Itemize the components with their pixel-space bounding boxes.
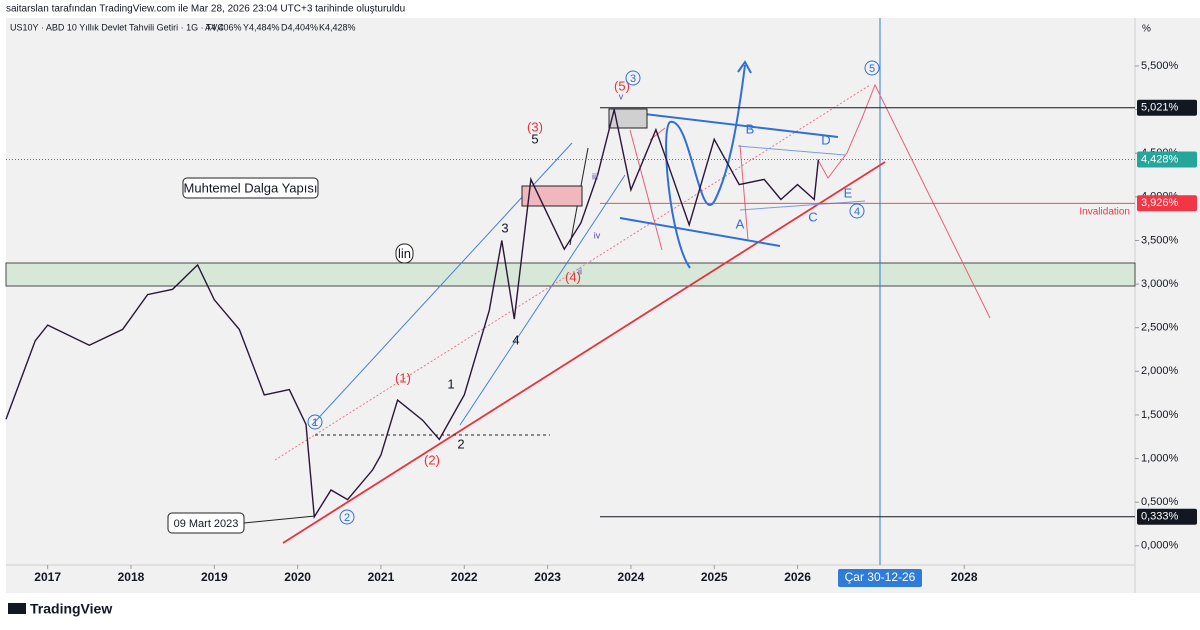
- price-label: 3,926%: [1141, 197, 1179, 209]
- plot-area: [6, 18, 1135, 565]
- price-badge: [1137, 508, 1197, 525]
- channel: [627, 111, 839, 138]
- projection-arrow: [665, 64, 746, 269]
- wave-label: v: [619, 91, 624, 101]
- boxed-label: 09 Mart 2023: [174, 518, 239, 530]
- triangle: [739, 200, 866, 211]
- logo: TradingView: [30, 601, 112, 617]
- circled-label: 3: [630, 73, 636, 85]
- price-badge: [1137, 151, 1197, 168]
- wave-label: 5: [531, 131, 538, 146]
- x-tick-label: 2025: [701, 570, 728, 584]
- wave-label: iv: [594, 230, 601, 240]
- wave-label: (4): [565, 269, 581, 284]
- x-axis-area: [6, 565, 1135, 593]
- y-tick-label: 5,500%: [1141, 60, 1179, 72]
- wave-label: (3): [527, 119, 543, 134]
- box: [608, 108, 648, 129]
- wave-label: 2: [457, 436, 464, 451]
- price-badge: [1137, 99, 1197, 116]
- wave-label: iii: [592, 171, 598, 181]
- boxed-label: lin: [398, 246, 411, 261]
- x-tick-label: 2019: [201, 570, 228, 584]
- price-line: [5, 109, 820, 519]
- y-tick-label: 2,000%: [1141, 365, 1179, 377]
- circled-label: 5: [869, 63, 875, 75]
- circled-label: 2: [344, 512, 350, 524]
- x-tick-label: 2022: [451, 570, 478, 584]
- label-box: [167, 512, 245, 534]
- price-label: 5,021%: [1141, 102, 1179, 114]
- x-tick-label: 2018: [118, 570, 145, 584]
- wave-label: D: [821, 132, 830, 147]
- x-tick-label: 2026: [784, 570, 811, 584]
- boxed-label: Muhtemel Dalga Yapısı: [184, 180, 318, 195]
- y-tick-label: 1,000%: [1141, 452, 1179, 464]
- channel: [619, 217, 781, 247]
- trendline: [282, 161, 886, 544]
- credit: saitarslan tarafından TradingView.com il…: [6, 4, 405, 15]
- ohlc-value: D4,404%: [281, 22, 318, 32]
- wave-circle: [849, 203, 865, 219]
- y-tick-label: 3,000%: [1141, 278, 1179, 290]
- wave-circle: [339, 509, 355, 525]
- triangle: [737, 145, 846, 156]
- y-tick-label: 1,500%: [1141, 409, 1179, 421]
- x-tick-label: 2023: [534, 570, 561, 584]
- callout-line: [243, 515, 316, 524]
- date-badge: [838, 569, 922, 587]
- ohlc-value: K4,428%: [319, 22, 356, 32]
- circled-label: 1: [312, 417, 318, 429]
- projection-arrow: [817, 83, 991, 319]
- wave-label: ii: [578, 266, 582, 276]
- x-tick-label: 2028: [951, 570, 978, 584]
- circled-label: 4: [854, 206, 860, 218]
- x-tick-label: 2020: [284, 570, 311, 584]
- trendline: [274, 84, 871, 461]
- drawings: [6, 18, 1135, 565]
- arrow-head: [737, 60, 752, 74]
- wave-label: (1): [395, 370, 411, 385]
- wave-label: C: [808, 209, 817, 224]
- wave-label: B: [746, 121, 755, 136]
- ohlc-value: Y4,484%: [243, 22, 280, 32]
- y-unit: %: [1142, 24, 1151, 35]
- wave-label: (2): [424, 452, 440, 467]
- x-tick-label: 2021: [368, 570, 395, 584]
- symbol: US10Y · ABD 10 Yıllık Devlet Tahvili Get…: [10, 22, 224, 32]
- y-tick-label: 0,000%: [1141, 540, 1179, 552]
- support-zone: [5, 262, 1136, 287]
- wave-label: E: [844, 185, 853, 200]
- x-tick-label: 2017: [34, 570, 61, 584]
- box: [521, 185, 583, 207]
- date-label: Çar 30-12-26: [845, 570, 916, 584]
- label-box: [395, 243, 414, 264]
- wave-label: 3: [501, 220, 508, 235]
- y-tick-label: 0,500%: [1141, 496, 1179, 508]
- wave-label: 1: [447, 376, 454, 391]
- wave-label: Invalidation: [1079, 207, 1130, 218]
- wave-circle: [625, 70, 641, 86]
- footer: TradingView: [8, 601, 112, 617]
- label-box: [182, 177, 319, 199]
- channel: [459, 174, 626, 426]
- price-label: 4,428%: [1141, 153, 1179, 165]
- x-tick-label: 2024: [618, 570, 645, 584]
- price-label: 0,333%: [1141, 511, 1179, 523]
- y-tick-label: 3,500%: [1141, 234, 1179, 246]
- wave-label: A: [736, 216, 745, 231]
- wave-circle: [864, 60, 880, 76]
- wave-label: (5): [614, 78, 630, 93]
- wave-circle: [307, 414, 323, 430]
- wave-label: 4: [512, 332, 519, 347]
- y-tick-label: 2,500%: [1141, 322, 1179, 334]
- ohlc-value: A4,406%: [205, 22, 242, 32]
- price-badge: [1137, 195, 1197, 212]
- logo-mark: [8, 603, 26, 614]
